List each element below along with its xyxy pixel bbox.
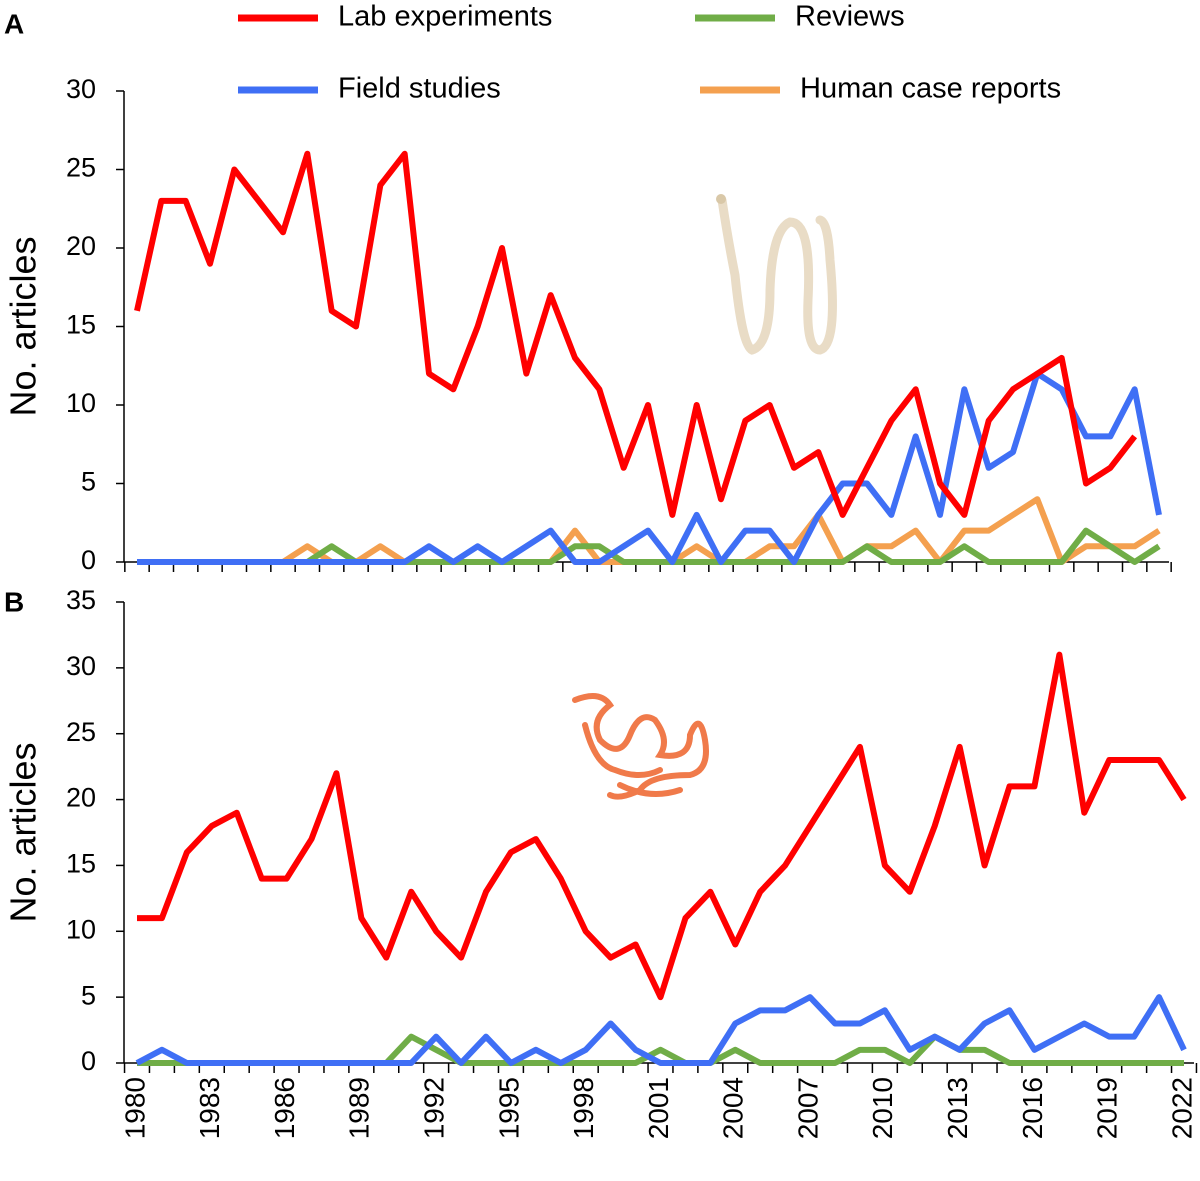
y-tick-label: 25 bbox=[66, 153, 96, 183]
x-tick-label: 2001 bbox=[643, 1077, 674, 1139]
tapeworm-head bbox=[716, 194, 726, 204]
y-tick-label: 25 bbox=[66, 717, 96, 747]
x-tick-label: 2007 bbox=[792, 1077, 823, 1139]
y-tick-label: 0 bbox=[81, 545, 96, 575]
y-axis-label: No. articles bbox=[3, 742, 44, 922]
y-tick-label: 15 bbox=[66, 849, 96, 879]
legend-label: Reviews bbox=[795, 1, 905, 33]
panel-label: A bbox=[4, 8, 24, 39]
x-tick-label: 2019 bbox=[1092, 1077, 1123, 1139]
y-tick-label: 35 bbox=[66, 585, 96, 615]
x-tick-label: 1980 bbox=[119, 1077, 150, 1139]
series-line bbox=[135, 994, 1187, 1066]
x-tick-label: 2016 bbox=[1017, 1077, 1048, 1139]
y-tick-label: 30 bbox=[66, 74, 96, 104]
y-tick-label: 20 bbox=[66, 231, 96, 261]
y-tick-label: 30 bbox=[66, 651, 96, 681]
y-tick-label: 15 bbox=[66, 310, 96, 340]
x-tick-label: 2010 bbox=[867, 1077, 898, 1139]
x-tick-label: 1989 bbox=[344, 1077, 375, 1139]
x-tick-label: 2004 bbox=[718, 1077, 749, 1139]
x-tick-label: 2022 bbox=[1166, 1077, 1197, 1139]
x-tick-label: 2013 bbox=[942, 1077, 973, 1139]
x-tick-label: 1983 bbox=[194, 1077, 225, 1139]
y-tick-label: 10 bbox=[66, 388, 96, 418]
y-tick-label: 10 bbox=[66, 914, 96, 944]
legend-label: Lab experiments bbox=[338, 1, 552, 33]
series-line bbox=[137, 370, 1162, 565]
y-tick-label: 5 bbox=[81, 467, 96, 497]
x-tick-label: 1986 bbox=[269, 1077, 300, 1139]
legend-label: Human case reports bbox=[800, 73, 1061, 105]
y-tick-label: 20 bbox=[66, 783, 96, 813]
y-axis-label: No. articles bbox=[3, 236, 44, 416]
y-tick-label: 0 bbox=[81, 1046, 96, 1076]
legend-label: Field studies bbox=[338, 73, 501, 105]
roundworm-illustration bbox=[572, 693, 709, 800]
panel-label: B bbox=[4, 586, 24, 617]
tapeworm-illustration bbox=[717, 195, 837, 355]
x-tick-label: 1995 bbox=[493, 1077, 524, 1139]
series-line bbox=[134, 150, 1138, 518]
y-tick-label: 5 bbox=[81, 980, 96, 1010]
x-tick-label: 1992 bbox=[419, 1077, 450, 1139]
x-tick-label: 1998 bbox=[568, 1077, 599, 1139]
series-line bbox=[137, 651, 1187, 1001]
